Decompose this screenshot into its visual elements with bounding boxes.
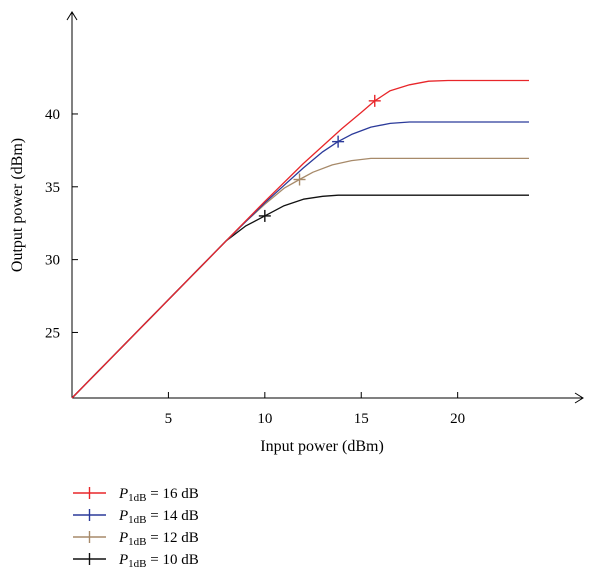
series-marker-2 [293, 173, 306, 186]
legend-label-0: P1dB = 16 dB [118, 486, 199, 504]
legend-label-2: P1dB = 12 dB [118, 530, 199, 548]
series-line-1 [71, 121, 529, 399]
y-tick-label-0: 25 [45, 325, 60, 341]
y-tick-label-3: 40 [45, 107, 60, 123]
y-tick-label-2: 35 [45, 180, 60, 196]
ticks: 5 10 15 20 25 30 35 40 [45, 107, 465, 427]
series-line-2 [71, 157, 529, 399]
legend: P1dB = 16 dB P1dB = 14 dB P1dB = 12 dB P1dB… [73, 486, 199, 570]
x-tick-label-0: 5 [165, 411, 173, 427]
series-group [71, 79, 529, 399]
series-marker-0 [368, 94, 381, 107]
x-tick-label-1: 10 [257, 411, 272, 427]
x-tick-label-3: 20 [450, 411, 465, 427]
legend-item-3: P1dB = 10 dB [73, 552, 199, 570]
x-axis-arrow [574, 392, 584, 404]
legend-item-0: P1dB = 16 dB [73, 486, 199, 504]
legend-label-3: P1dB = 10 dB [118, 552, 199, 570]
y-axis-title: Output power (dBm) [9, 138, 26, 272]
y-axis-arrow [66, 11, 78, 21]
x-axis-title: Input power (dBm) [260, 438, 384, 455]
series-marker-1 [332, 135, 345, 148]
series-line-0 [71, 79, 529, 399]
series-line-3 [71, 194, 529, 399]
x-tick-label-2: 15 [354, 411, 369, 427]
legend-item-1: P1dB = 14 dB [73, 508, 199, 526]
y-tick-label-1: 30 [45, 253, 60, 269]
legend-label-1: P1dB = 14 dB [118, 508, 199, 526]
series-marker-3 [258, 209, 271, 222]
axes [66, 11, 584, 404]
legend-item-2: P1dB = 12 dB [73, 530, 199, 548]
